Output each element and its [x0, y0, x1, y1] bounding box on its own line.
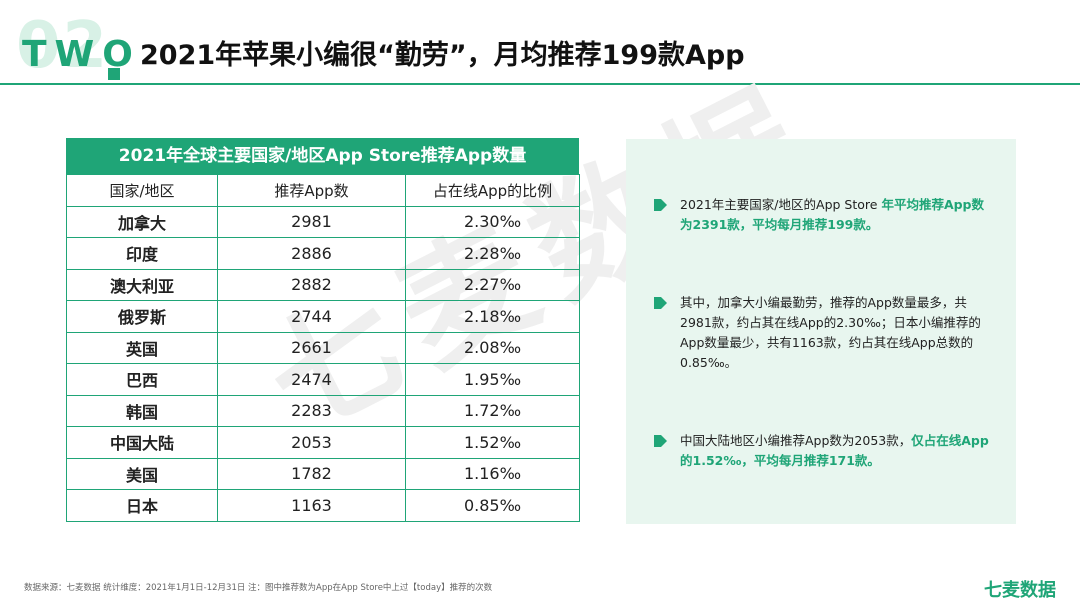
table-row: 印度 2886 2.28‰: [66, 237, 580, 270]
column-header-count: 推荐App数: [217, 174, 406, 207]
cell-ratio: 2.08‰: [405, 331, 580, 364]
table-row: 澳大利亚 2882 2.27‰: [66, 268, 580, 301]
table-row: 俄罗斯 2744 2.18‰: [66, 300, 580, 333]
title-divider: [0, 83, 1080, 85]
source-note: 数据来源：七麦数据 统计维度：2021年1月1日-12月31日 注：图中推荐数为…: [24, 583, 493, 593]
cell-ratio: 2.27‰: [405, 268, 580, 301]
cell-country: 加拿大: [66, 205, 218, 238]
cell-count: 2882: [217, 268, 406, 301]
cell-count: 2053: [217, 426, 406, 459]
cell-ratio: 1.72‰: [405, 394, 580, 427]
cell-country: 巴西: [66, 363, 218, 396]
cell-count: 2886: [217, 237, 406, 270]
recommendation-table: 2021年全球主要国家/地区App Store推荐App数量 国家/地区 推荐A…: [66, 138, 580, 522]
cell-ratio: 1.16‰: [405, 457, 580, 490]
cell-count: 1782: [217, 457, 406, 490]
table-row: 英国 2661 2.08‰: [66, 331, 580, 364]
cell-country: 俄罗斯: [66, 300, 218, 333]
cell-count: 2283: [217, 394, 406, 427]
bullet-arrow-icon: [654, 297, 668, 309]
summary-bullet-extremes: 其中，加拿大小编最勤劳，推荐的App数量最多，共2981款，约占其在线App的2…: [654, 293, 994, 373]
table-header-row: 国家/地区 推荐App数 占在线App的比例: [66, 174, 580, 207]
table-row: 加拿大 2981 2.30‰: [66, 205, 580, 238]
bullet-arrow-icon: [654, 435, 668, 447]
cell-ratio: 1.52‰: [405, 426, 580, 459]
section-number: 02: [16, 9, 110, 83]
brand-logo: 七麦数据: [984, 580, 1056, 601]
cell-ratio: 2.18‰: [405, 300, 580, 333]
bullet-text: 中国大陆地区小编推荐App数为2053款，: [680, 433, 912, 448]
cell-country: 印度: [66, 237, 218, 270]
cell-ratio: 0.85‰: [405, 489, 580, 522]
cell-count: 2474: [217, 363, 406, 396]
bullet-highlight: 年平均推荐App数为2391款，平均每月推荐199款。: [680, 197, 985, 232]
cell-country: 英国: [66, 331, 218, 364]
bullet-highlight: 仅占在线App的1.52‰，平均每月推荐171款。: [680, 433, 989, 468]
table-row: 韩国 2283 1.72‰: [66, 394, 580, 427]
bullet-text: 2021年主要国家/地区的App Store: [680, 197, 882, 212]
cell-count: 2744: [217, 300, 406, 333]
table-row: 美国 1782 1.16‰: [66, 457, 580, 490]
data-table: 国家/地区 推荐App数 占在线App的比例 加拿大 2981 2.30‰ 印度…: [66, 174, 580, 522]
section-word: TWO: [22, 34, 141, 75]
table-row: 巴西 2474 1.95‰: [66, 363, 580, 396]
summary-bullet-china: 中国大陆地区小编推荐App数为2053款，仅占在线App的1.52‰，平均每月推…: [654, 431, 994, 471]
cell-count: 2661: [217, 331, 406, 364]
cell-country: 日本: [66, 489, 218, 522]
table-row: 日本 1163 0.85‰: [66, 489, 580, 522]
cell-ratio: 2.30‰: [405, 205, 580, 238]
column-header-country: 国家/地区: [66, 174, 218, 207]
page-title: 2021年苹果小编很“勤劳”，月均推荐199款App: [140, 40, 745, 71]
cell-count: 2981: [217, 205, 406, 238]
cell-ratio: 1.95‰: [405, 363, 580, 396]
title-marker: [108, 68, 120, 80]
bullet-text: 其中，加拿大小编最勤劳，推荐的App数量最多，共2981款，约占其在线App的2…: [680, 295, 981, 370]
cell-country: 韩国: [66, 394, 218, 427]
cell-country: 美国: [66, 457, 218, 490]
summary-bullet-average: 2021年主要国家/地区的App Store 年平均推荐App数为2391款，平…: [654, 195, 994, 235]
bullet-arrow-icon: [654, 199, 668, 211]
cell-count: 1163: [217, 489, 406, 522]
cell-country: 中国大陆: [66, 426, 218, 459]
summary-panel: 2021年主要国家/地区的App Store 年平均推荐App数为2391款，平…: [626, 139, 1016, 524]
table-row: 中国大陆 2053 1.52‰: [66, 426, 580, 459]
table-caption: 2021年全球主要国家/地区App Store推荐App数量: [66, 138, 579, 174]
cell-ratio: 2.28‰: [405, 237, 580, 270]
cell-country: 澳大利亚: [66, 268, 218, 301]
column-header-ratio: 占在线App的比例: [405, 174, 580, 207]
